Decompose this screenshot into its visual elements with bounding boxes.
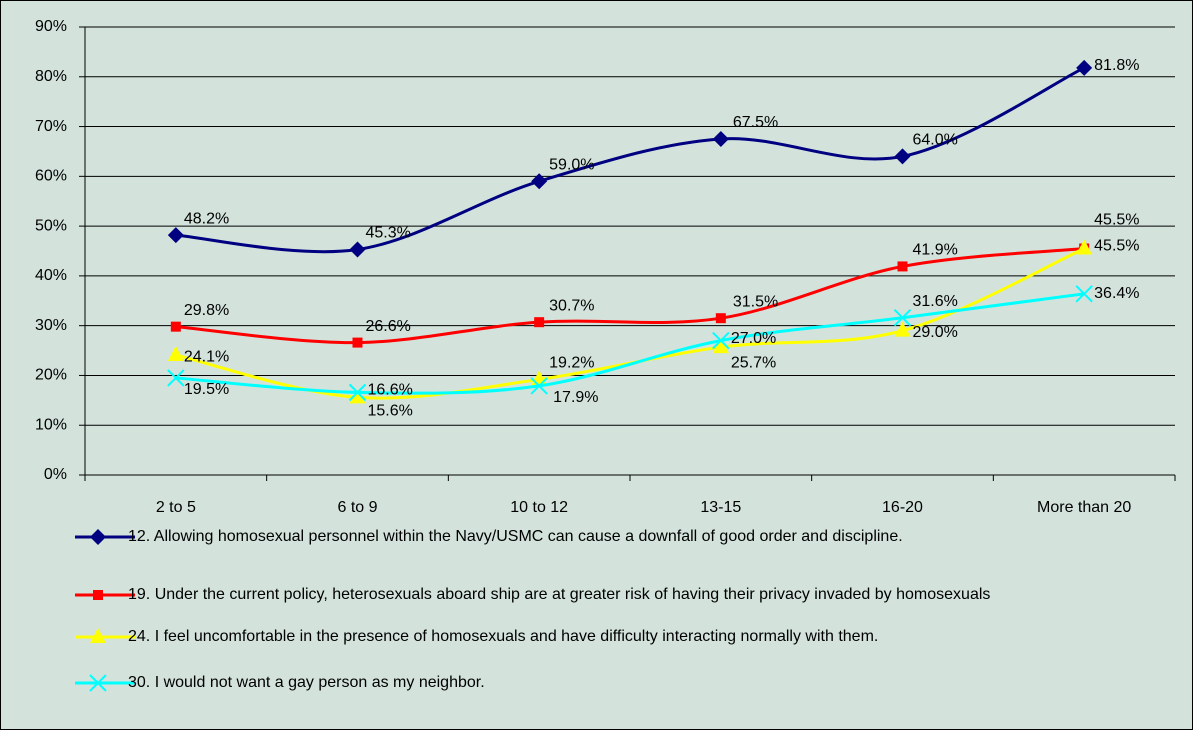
- legend-label: 12. Allowing homosexual personnel within…: [128, 528, 903, 545]
- data-label: 41.9%: [913, 242, 958, 259]
- data-label: 48.2%: [184, 210, 229, 227]
- marker: [90, 529, 106, 545]
- data-label: 67.5%: [733, 114, 778, 131]
- data-label: 64.0%: [913, 132, 958, 149]
- data-label: 16.6%: [368, 382, 413, 399]
- marker: [894, 321, 911, 337]
- legend-label: 19. Under the current policy, heterosexu…: [128, 586, 991, 603]
- marker: [530, 377, 548, 395]
- marker: [531, 173, 548, 190]
- x-tick-label: 10 to 12: [510, 499, 568, 516]
- y-tick-label: 80%: [35, 68, 67, 85]
- marker: [170, 321, 181, 332]
- marker: [90, 628, 106, 643]
- data-label: 45.5%: [1094, 238, 1139, 255]
- x-tick-label: More than 20: [1037, 499, 1131, 516]
- data-label: 31.6%: [913, 293, 958, 310]
- series-line: [175, 292, 1085, 395]
- legend-label: 30. I would not want a gay person as my …: [128, 674, 485, 691]
- data-label: 30.7%: [549, 297, 594, 314]
- y-tick-label: 40%: [35, 267, 67, 284]
- data-label: 36.4%: [1094, 285, 1139, 302]
- data-label: 29.0%: [913, 324, 958, 341]
- data-label: 17.9%: [553, 389, 598, 406]
- marker: [89, 674, 107, 692]
- data-label: 29.8%: [184, 302, 229, 319]
- marker: [712, 331, 730, 350]
- y-tick-label: 30%: [35, 317, 67, 334]
- data-label: 31.5%: [733, 293, 778, 310]
- marker: [1076, 239, 1093, 255]
- legend-label: 24. I feel uncomfortable in the presence…: [128, 628, 879, 645]
- marker: [715, 313, 726, 324]
- y-tick-label: 60%: [35, 168, 67, 185]
- series-line: [175, 247, 1085, 345]
- marker: [1075, 285, 1093, 303]
- marker: [93, 590, 103, 600]
- y-tick-label: 70%: [35, 118, 67, 135]
- y-tick-label: 50%: [35, 217, 67, 234]
- y-tick-label: 0%: [44, 466, 67, 483]
- marker: [349, 241, 366, 258]
- marker: [349, 388, 366, 404]
- marker: [348, 383, 367, 402]
- marker: [534, 317, 545, 328]
- data-label: 19.2%: [549, 355, 594, 372]
- marker: [167, 227, 184, 244]
- y-tick-label: 10%: [35, 416, 67, 433]
- data-label: 59.0%: [549, 157, 594, 174]
- data-label: 81.8%: [1094, 57, 1139, 74]
- data-label: 24.1%: [184, 348, 229, 365]
- data-label: 26.6%: [366, 318, 411, 335]
- data-label: 19.5%: [184, 381, 229, 398]
- data-label: 45.5%: [1094, 212, 1139, 229]
- marker: [1076, 59, 1093, 76]
- marker: [893, 308, 912, 327]
- y-tick-label: 20%: [35, 367, 67, 384]
- y-tick-label: 90%: [35, 18, 67, 35]
- marker: [352, 337, 363, 348]
- marker: [712, 131, 729, 147]
- x-tick-label: 16-20: [882, 499, 923, 516]
- marker: [167, 369, 185, 387]
- x-tick-label: 6 to 9: [337, 499, 377, 516]
- marker: [897, 261, 908, 272]
- marker: [167, 346, 184, 362]
- marker: [712, 338, 729, 354]
- series-line: [175, 66, 1085, 254]
- x-tick-label: 2 to 5: [156, 499, 196, 516]
- marker: [894, 148, 911, 165]
- data-label: 45.3%: [366, 225, 411, 242]
- x-tick-label: 13-15: [700, 499, 741, 516]
- data-label: 25.7%: [731, 354, 776, 371]
- data-label: 27.0%: [731, 330, 776, 347]
- data-label: 15.6%: [368, 403, 413, 420]
